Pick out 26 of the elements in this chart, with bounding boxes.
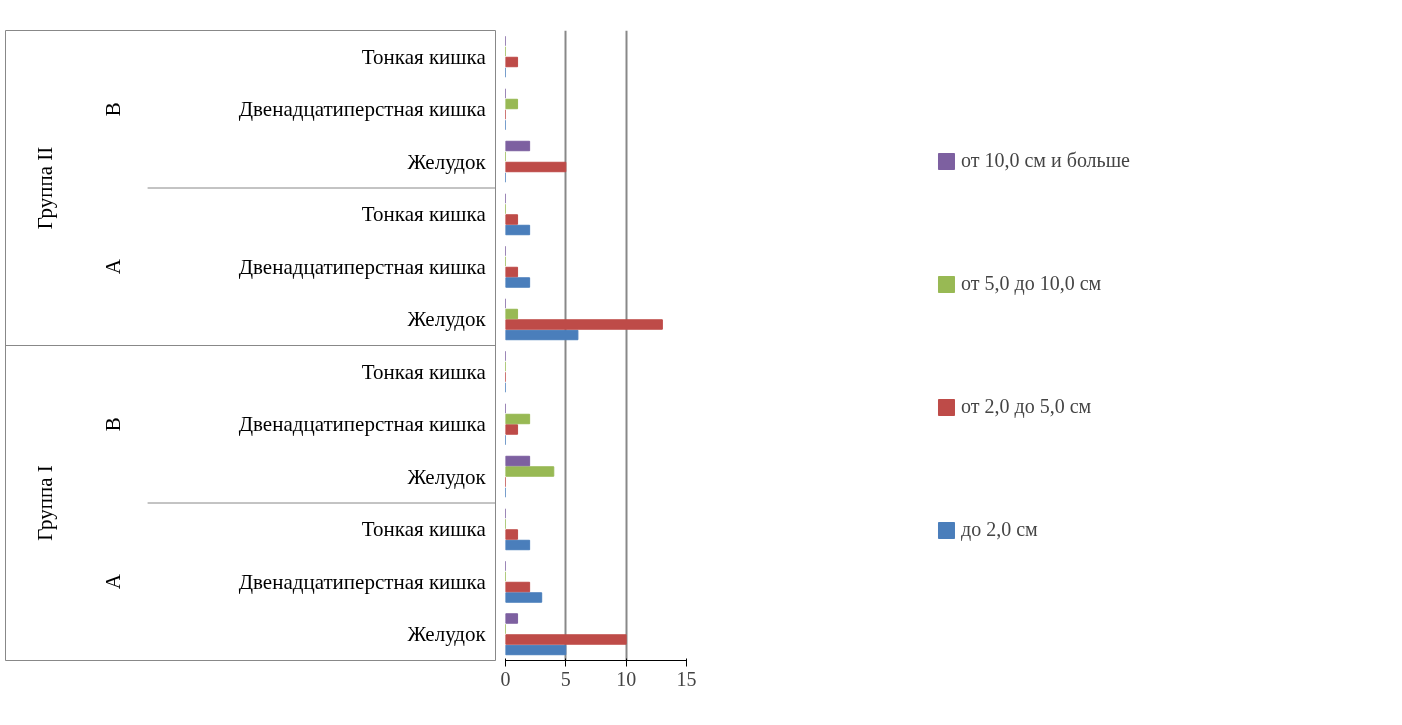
y-tick-label: Желудок [407,464,487,489]
y-tick-label: Двенадцатиперстная кишка [238,412,487,437]
x-tick-label: 5 [560,667,571,690]
text: Группа I [32,465,57,541]
legend-label: от 2,0 до 5,0 см [960,395,1092,418]
y-tick-label: Тонкая кишка [361,44,487,69]
text: B [101,417,126,432]
text: A [101,258,126,275]
y-tick-label: Желудок [407,307,487,332]
y-tick-label: Тонкая кишка [361,359,487,384]
legend-label: от 10,0 см и больше [960,149,1131,172]
y-tick-label: Двенадцатиперстная кишка [238,569,487,594]
y-tick-label: Тонкая кишка [361,517,487,542]
y-tick-label: Желудок [407,622,487,647]
y-tick-label: Двенадцатиперстная кишка [238,254,487,279]
y-tick-label: Желудок [407,149,487,174]
text: Группа II [32,146,57,230]
y-tick-label: Тонкая кишка [361,202,487,227]
x-tick-label: 15 [676,667,697,690]
legend-label: до 2,0 см [960,518,1038,541]
text: A [101,573,126,590]
x-tick-label: 10 [616,667,637,690]
x-tick-label: 0 [500,667,511,690]
y-tick-label: Двенадцатиперстная кишка [238,97,487,122]
legend-label: от 5,0 до 10,0 см [960,272,1102,295]
text: B [101,102,126,117]
